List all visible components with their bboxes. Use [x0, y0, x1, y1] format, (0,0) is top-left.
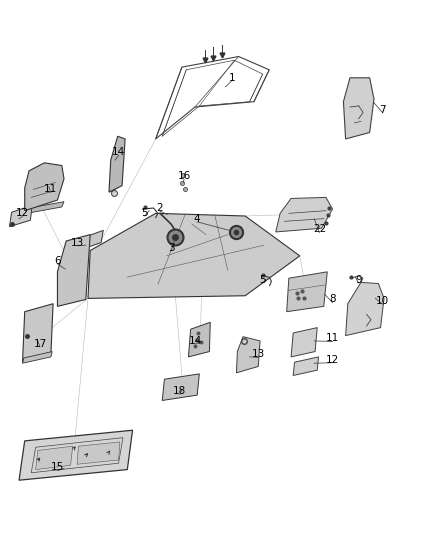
Polygon shape — [19, 430, 133, 480]
Polygon shape — [346, 282, 384, 336]
Polygon shape — [276, 197, 332, 232]
Polygon shape — [35, 446, 73, 470]
Text: 9: 9 — [355, 275, 362, 285]
Text: 12: 12 — [16, 208, 29, 219]
Text: 3: 3 — [168, 243, 174, 253]
Polygon shape — [22, 304, 53, 362]
Text: 10: 10 — [376, 296, 389, 306]
Polygon shape — [10, 205, 32, 227]
Polygon shape — [88, 213, 300, 298]
Polygon shape — [109, 136, 125, 192]
Text: 15: 15 — [51, 463, 64, 472]
Text: 4: 4 — [194, 214, 201, 224]
Text: 12: 12 — [326, 354, 339, 365]
Polygon shape — [343, 78, 374, 139]
Text: 14: 14 — [188, 336, 201, 346]
Text: 11: 11 — [326, 333, 339, 343]
Polygon shape — [291, 328, 317, 357]
Polygon shape — [57, 235, 90, 306]
Text: 5: 5 — [141, 208, 148, 219]
Text: 14: 14 — [112, 147, 125, 157]
Text: 17: 17 — [33, 338, 46, 349]
Text: 13: 13 — [71, 238, 84, 247]
Text: 6: 6 — [54, 256, 61, 266]
Polygon shape — [287, 272, 327, 312]
Text: 7: 7 — [379, 104, 386, 115]
Text: 13: 13 — [252, 349, 265, 359]
Polygon shape — [22, 352, 52, 364]
Text: 11: 11 — [44, 184, 57, 195]
Polygon shape — [77, 442, 120, 464]
Text: 8: 8 — [329, 294, 336, 304]
Text: 1: 1 — [229, 73, 235, 83]
Polygon shape — [162, 374, 199, 400]
Text: 18: 18 — [173, 386, 186, 397]
Text: 2: 2 — [157, 203, 163, 213]
Polygon shape — [188, 322, 210, 357]
Text: 22: 22 — [313, 224, 326, 235]
Polygon shape — [293, 357, 318, 375]
Polygon shape — [25, 163, 64, 211]
Polygon shape — [27, 201, 64, 213]
Polygon shape — [237, 337, 260, 373]
Text: 16: 16 — [177, 171, 191, 181]
Text: 5: 5 — [259, 275, 266, 285]
Polygon shape — [75, 230, 103, 252]
